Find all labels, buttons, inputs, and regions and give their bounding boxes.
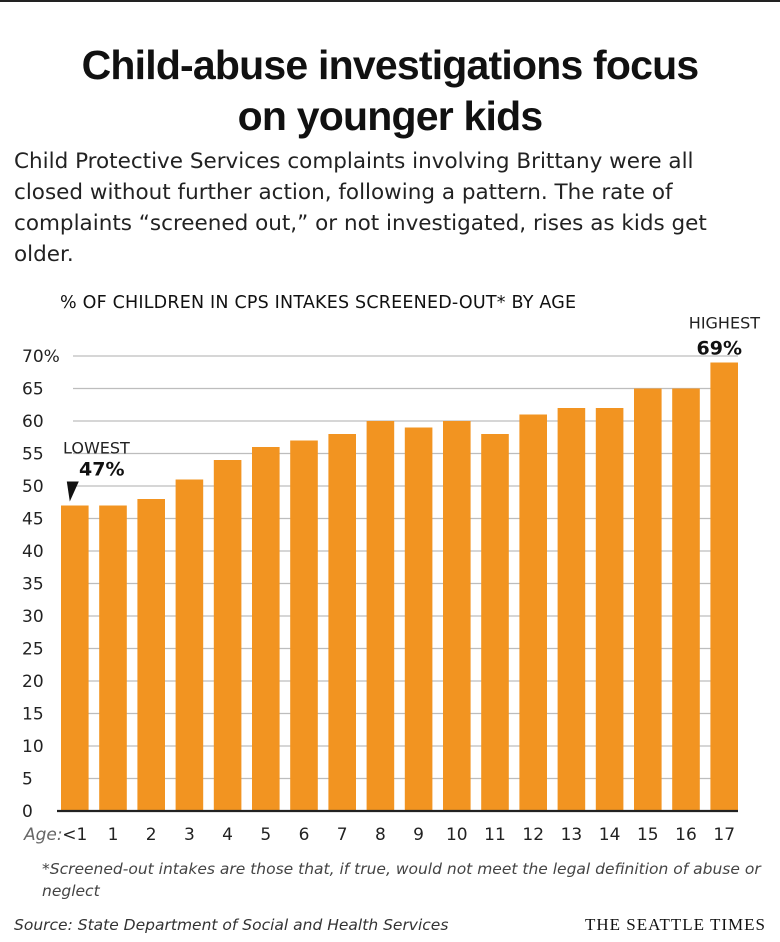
y-tick-label: 10 (22, 737, 44, 757)
bar (519, 414, 547, 811)
x-tick-label: 8 (375, 825, 386, 845)
x-tick-label: 16 (675, 825, 697, 845)
y-tick-label: 45 (22, 510, 44, 530)
y-tick-label: 70% (22, 347, 60, 367)
bar (595, 408, 624, 811)
y-tick-label: 60 (22, 412, 44, 432)
y-tick-label: 0 (22, 802, 33, 822)
x-tick-label: 17 (713, 825, 735, 845)
subtitle: Child Protective Services complaints inv… (14, 149, 707, 267)
x-tick-label: 13 (561, 825, 583, 845)
y-tick-label: 25 (22, 640, 44, 660)
annotation-label: HIGHEST (689, 314, 760, 333)
bar (443, 421, 471, 811)
bar (61, 505, 89, 811)
title-line-1: Child-abuse investigations focus (81, 42, 700, 88)
y-tick-label: 5 (22, 770, 33, 790)
x-tick-label: 6 (299, 825, 310, 845)
x-tick-label: 5 (260, 825, 271, 845)
y-tick-label: 30 (22, 607, 44, 627)
x-tick-label: 9 (413, 825, 424, 845)
annotation-value: 69% (697, 338, 742, 360)
bar (710, 362, 738, 811)
source-credit: Source: State Department of Social and H… (14, 916, 449, 934)
bar (481, 434, 509, 811)
x-tick-label: 4 (222, 825, 233, 845)
x-tick-label: 3 (184, 825, 195, 845)
x-tick-label: <1 (62, 825, 87, 845)
y-tick-label: 40 (22, 542, 44, 562)
bar (404, 427, 433, 811)
y-tick-label: 50 (22, 477, 44, 497)
bar (213, 460, 242, 811)
x-tick-label: 14 (599, 825, 621, 845)
title-line-2: on younger kids (237, 93, 543, 139)
annotation-value: 47% (79, 459, 124, 481)
annotation-pointer (66, 481, 79, 502)
bar (634, 388, 662, 811)
bar (252, 447, 280, 811)
bar (290, 440, 318, 811)
bar (175, 479, 204, 811)
bar (137, 499, 165, 811)
x-tick-label: 1 (108, 825, 119, 845)
x-tick-label: 10 (446, 825, 468, 845)
x-tick-label: 2 (146, 825, 157, 845)
footnote: *Screened-out intakes are those that, if… (42, 860, 761, 900)
annotation-label: LOWEST (63, 439, 130, 458)
bar (328, 434, 356, 811)
x-tick-label: 15 (637, 825, 659, 845)
bar (557, 408, 586, 811)
chart-title: % OF CHILDREN IN CPS INTAKES SCREENED-OU… (60, 293, 577, 313)
y-tick-label: 35 (22, 575, 44, 595)
bar (672, 388, 700, 811)
page-title: Child-abuse investigations focus on youn… (0, 40, 780, 142)
x-axis-label: Age: (23, 825, 63, 845)
x-tick-label: 11 (484, 825, 506, 845)
top-rule (0, 0, 780, 2)
y-tick-label: 15 (22, 705, 44, 725)
y-tick-label: 65 (22, 380, 44, 400)
publisher-logo: THE SEATTLE TIMES (584, 915, 766, 934)
bar (366, 421, 395, 811)
x-tick-label: 12 (522, 825, 544, 845)
y-tick-label: 20 (22, 672, 44, 692)
bar (99, 505, 127, 811)
y-tick-label: 55 (22, 445, 44, 465)
x-tick-label: 7 (337, 825, 348, 845)
